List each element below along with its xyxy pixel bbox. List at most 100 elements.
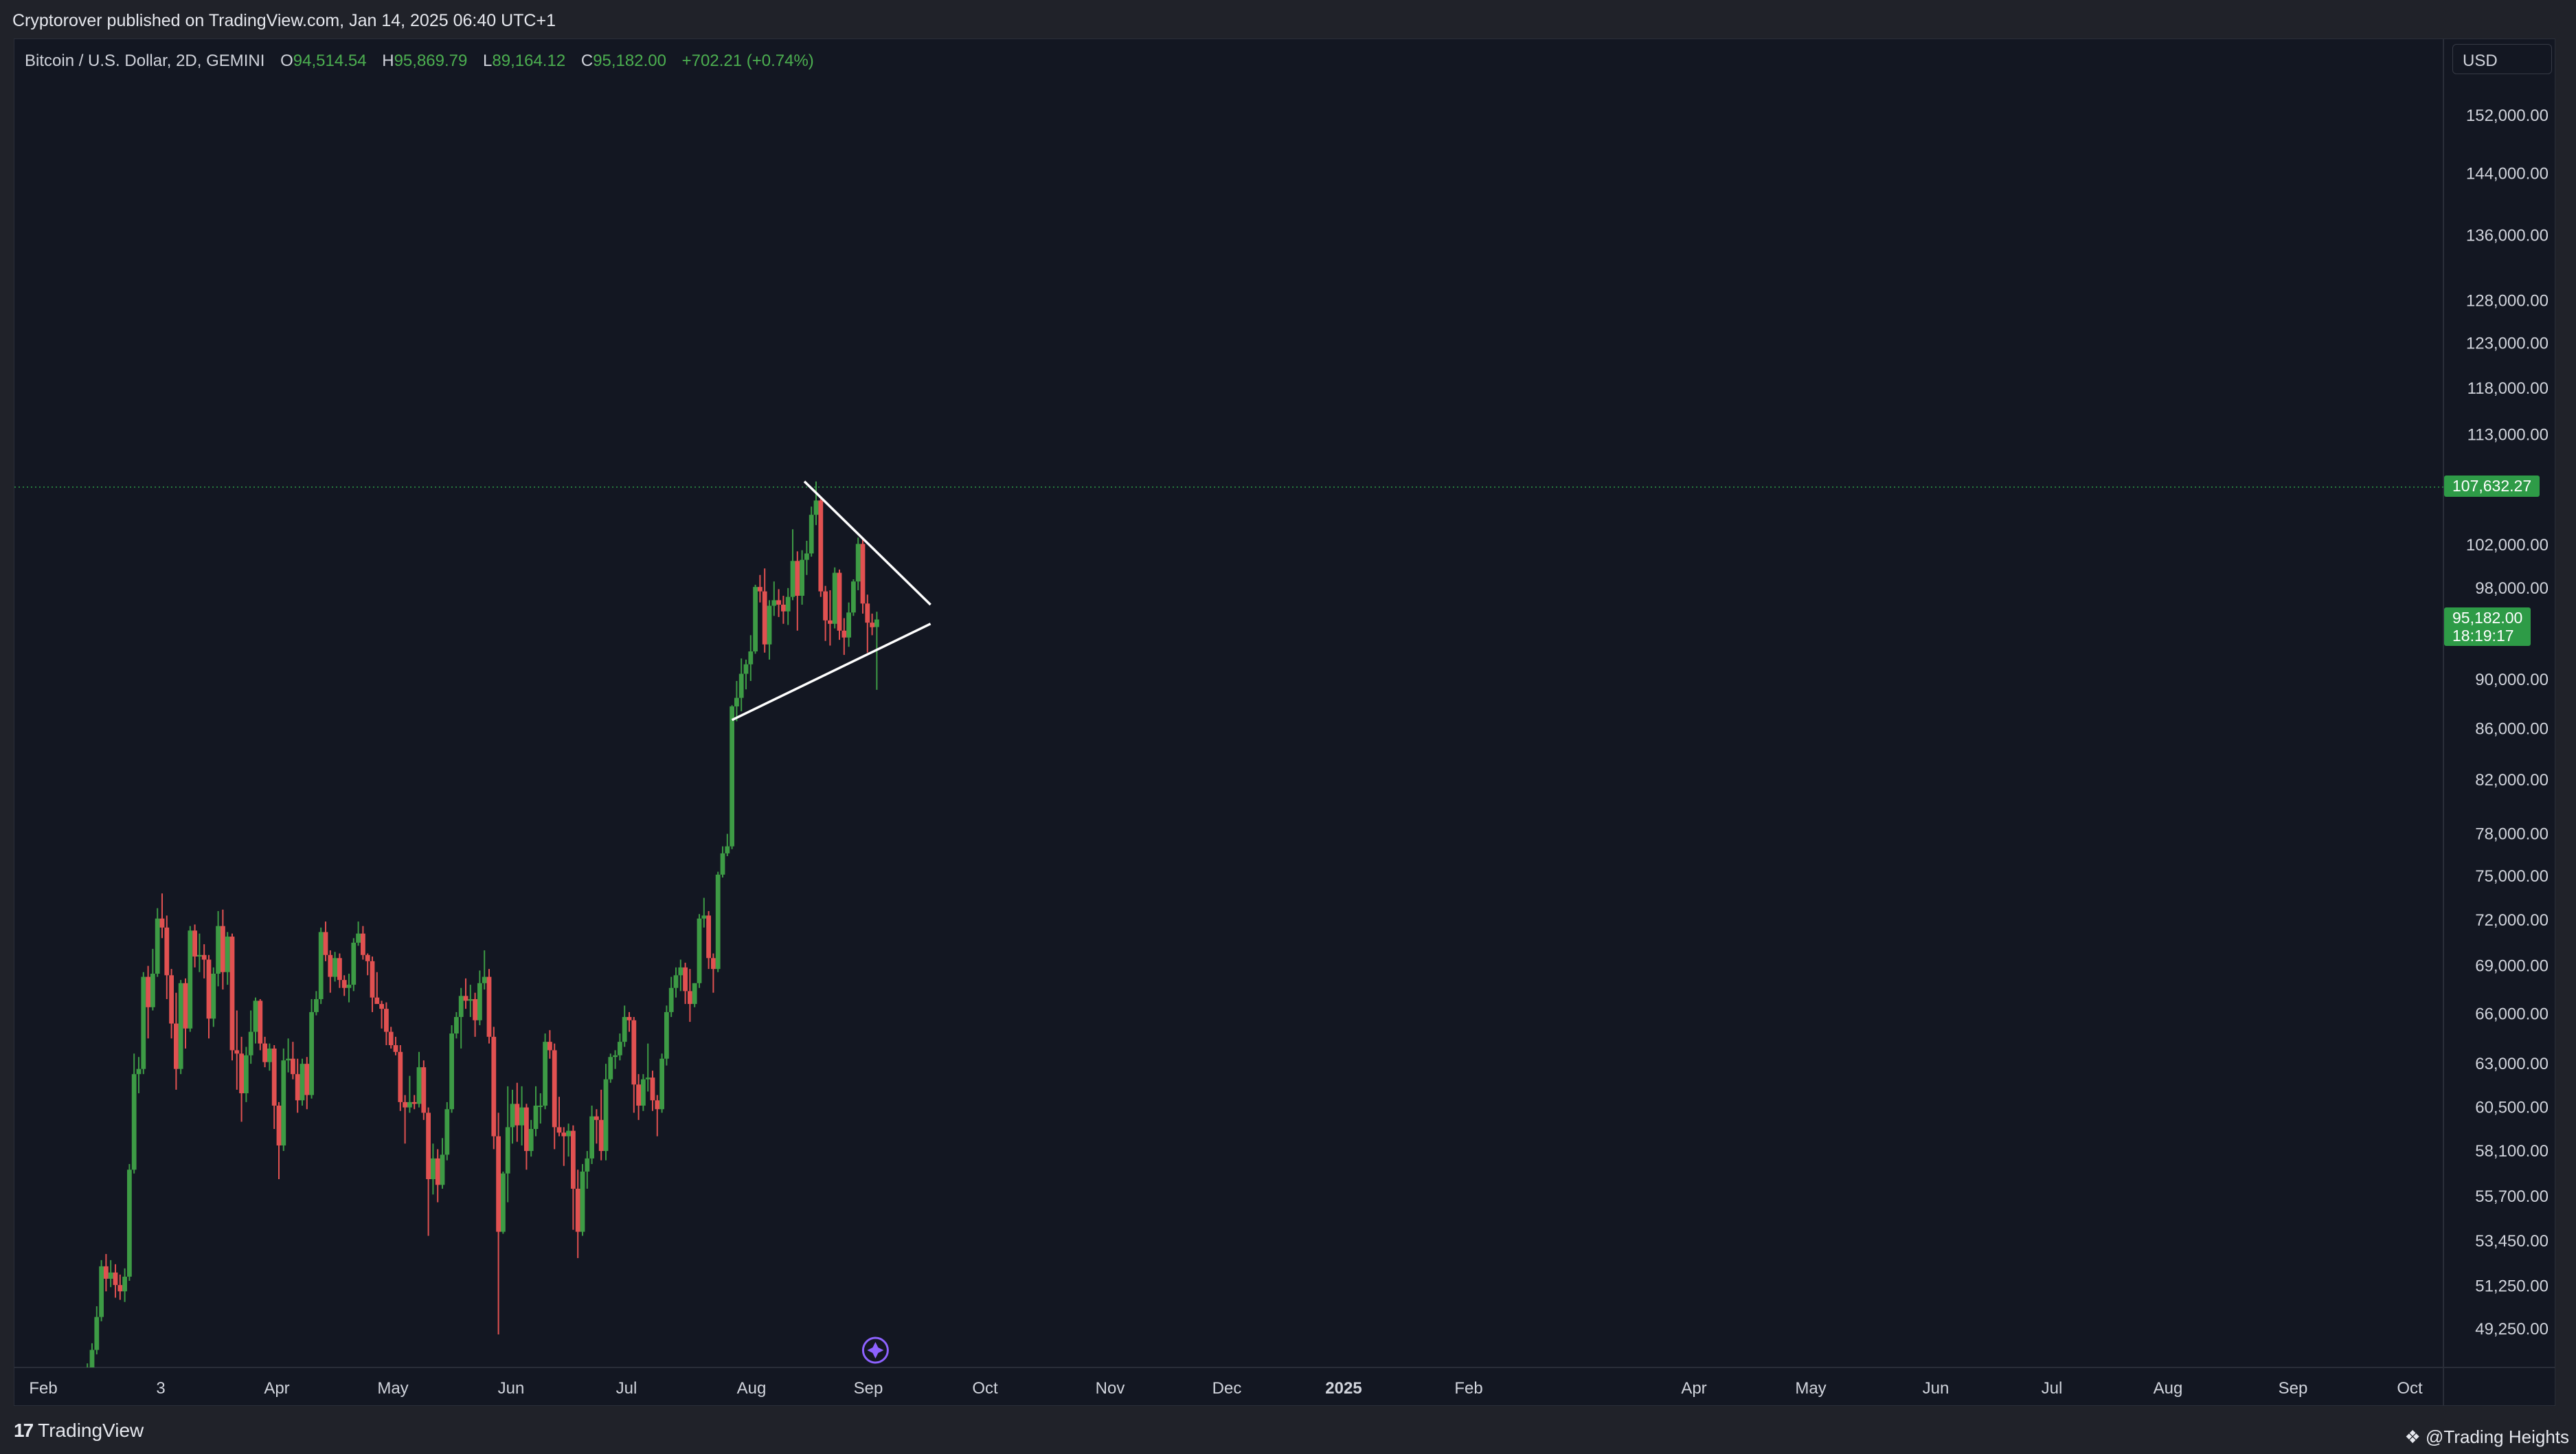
candle-body bbox=[575, 1188, 580, 1232]
x-tick-label: Sep bbox=[2279, 1379, 2308, 1398]
candle-body bbox=[804, 553, 809, 560]
candle-body bbox=[589, 1116, 594, 1159]
candle-body bbox=[720, 853, 725, 875]
ohlc-legend: Bitcoin / U.S. Dollar, 2D, GEMINI O94,51… bbox=[25, 52, 814, 71]
symbol-title[interactable]: Bitcoin / U.S. Dollar, 2D, GEMINI bbox=[25, 52, 265, 70]
candle-body bbox=[146, 976, 150, 1007]
y-tick-label: 55,700.00 bbox=[2475, 1187, 2549, 1206]
candle-body bbox=[127, 1170, 132, 1277]
candle-body bbox=[725, 846, 730, 853]
candle-body bbox=[351, 942, 357, 985]
tradingview-logo[interactable]: 17 TradingView bbox=[14, 1420, 144, 1442]
candle-body bbox=[673, 975, 679, 988]
candle-body bbox=[809, 515, 814, 554]
candle-body bbox=[458, 996, 464, 1018]
candle-body bbox=[496, 1136, 501, 1232]
candle-body bbox=[785, 596, 791, 612]
y-tick-label: 118,000.00 bbox=[2467, 379, 2549, 398]
candle-body bbox=[131, 1074, 137, 1170]
candle-body bbox=[762, 591, 767, 645]
candle-body bbox=[813, 500, 819, 515]
open-value: 94,514.54 bbox=[293, 52, 367, 70]
candle-body bbox=[556, 1127, 562, 1133]
candle-body bbox=[411, 1101, 417, 1104]
candle-body bbox=[865, 603, 870, 623]
candle-body bbox=[468, 999, 473, 1001]
candle-body bbox=[533, 1106, 539, 1130]
candle-body bbox=[668, 987, 674, 1012]
y-tick-label: 152,000.00 bbox=[2466, 107, 2549, 125]
candle-body bbox=[388, 1031, 394, 1046]
candle-body bbox=[291, 1058, 295, 1075]
candle-body bbox=[608, 1057, 613, 1080]
candle-body bbox=[281, 1060, 286, 1145]
candle-body bbox=[613, 1055, 618, 1058]
x-tick-label: May bbox=[377, 1379, 408, 1398]
candle-body bbox=[547, 1042, 552, 1051]
candle-body bbox=[538, 1106, 543, 1108]
candle-body bbox=[454, 1017, 459, 1034]
candle-body bbox=[300, 1064, 305, 1101]
candle-body bbox=[89, 1350, 95, 1367]
candle-body bbox=[580, 1171, 585, 1232]
x-tick-label: Jun bbox=[498, 1379, 525, 1398]
candle-body bbox=[221, 926, 225, 972]
candle-body bbox=[361, 933, 365, 955]
y-tick-label: 66,000.00 bbox=[2475, 1005, 2549, 1023]
candle-body bbox=[598, 1119, 604, 1152]
candle-body bbox=[314, 999, 319, 1012]
y-tick-label: 60,500.00 bbox=[2475, 1099, 2549, 1117]
candle-body bbox=[874, 619, 879, 627]
candle-body bbox=[332, 958, 337, 977]
x-tick-label: Feb bbox=[1454, 1379, 1482, 1398]
candle-body bbox=[370, 961, 375, 998]
candle-body bbox=[552, 1050, 557, 1128]
candle-body bbox=[524, 1107, 529, 1152]
x-tick-label: Sep bbox=[854, 1379, 883, 1398]
candle-body bbox=[341, 980, 347, 988]
candle-body bbox=[444, 1109, 450, 1155]
candle-body bbox=[781, 604, 786, 612]
candle-body bbox=[566, 1130, 571, 1137]
candle-body bbox=[618, 1042, 622, 1055]
x-tick-label: 2025 bbox=[1325, 1379, 1362, 1398]
candle-body bbox=[234, 1050, 240, 1054]
candle-body bbox=[664, 1011, 669, 1059]
candle-body bbox=[678, 967, 683, 976]
diamond-icon: ❖ bbox=[2404, 1427, 2421, 1447]
candle-body bbox=[117, 1285, 123, 1292]
candle-body bbox=[398, 1051, 403, 1102]
candle-body bbox=[753, 587, 758, 651]
candle-body bbox=[201, 954, 207, 960]
candle-body bbox=[197, 954, 202, 957]
candle-body bbox=[846, 612, 851, 638]
candle-body bbox=[85, 1368, 90, 1406]
candle-body bbox=[304, 1064, 310, 1095]
candle-body bbox=[543, 1042, 547, 1106]
y-tick-label: 53,450.00 bbox=[2475, 1232, 2549, 1251]
candle-body bbox=[706, 915, 711, 959]
candle-body bbox=[244, 1055, 249, 1094]
candle-body bbox=[178, 983, 183, 1069]
candle-body bbox=[832, 572, 837, 624]
candle-body bbox=[692, 983, 697, 1005]
candle-body bbox=[528, 1129, 534, 1152]
candle-body bbox=[711, 958, 716, 970]
candle-body bbox=[318, 932, 324, 1000]
candle-body bbox=[603, 1079, 609, 1152]
candle-body bbox=[393, 1045, 398, 1052]
y-tick-label: 78,000.00 bbox=[2475, 825, 2549, 843]
candle-body bbox=[730, 706, 734, 847]
y-tick-label: 123,000.00 bbox=[2466, 335, 2549, 353]
candle-body bbox=[356, 933, 361, 943]
price-chart[interactable]: 152,000.00 144,000.00 136,000.00 128,000.00… bbox=[0, 0, 2576, 1406]
candle-body bbox=[183, 983, 188, 1029]
candle-body bbox=[622, 1017, 627, 1042]
candle-body bbox=[379, 1004, 384, 1009]
low-label: L bbox=[483, 52, 493, 70]
currency-selector[interactable]: USD bbox=[2452, 44, 2552, 74]
candle-body bbox=[416, 1067, 422, 1104]
candle-body bbox=[743, 664, 749, 674]
candle-body bbox=[248, 1031, 253, 1055]
candle-body bbox=[431, 1158, 436, 1180]
